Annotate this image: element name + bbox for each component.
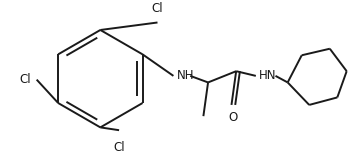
Text: HN: HN	[258, 69, 276, 82]
Text: NH: NH	[177, 69, 195, 82]
Text: Cl: Cl	[113, 140, 125, 153]
Text: O: O	[229, 111, 238, 124]
Text: Cl: Cl	[152, 2, 163, 15]
Text: Cl: Cl	[20, 73, 32, 86]
